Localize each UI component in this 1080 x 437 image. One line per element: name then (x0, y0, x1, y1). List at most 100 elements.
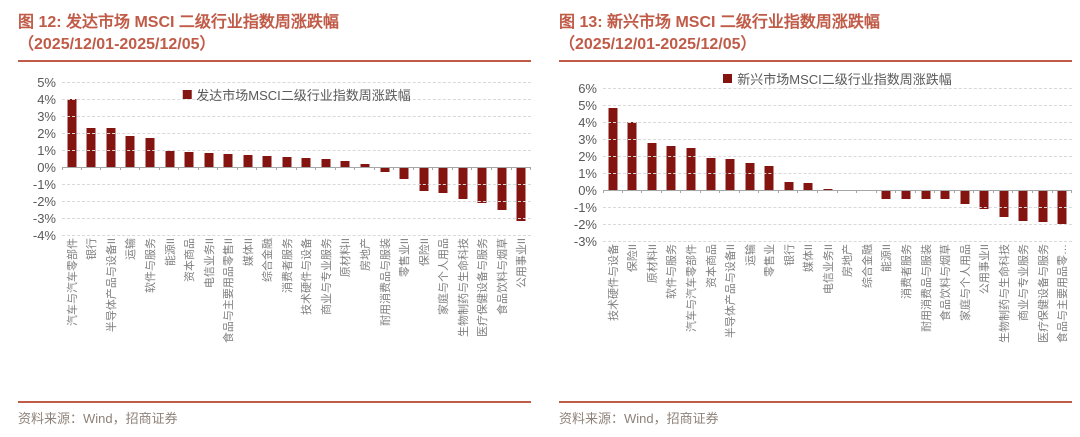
x-category-label: 软件与服务 (666, 244, 679, 299)
x-category-label: 电信业务II (203, 238, 216, 289)
y-tick-label: 4% (37, 92, 56, 107)
bar-slot (179, 82, 199, 235)
y-tick-label: 1% (578, 166, 597, 181)
bar-slot (62, 82, 82, 235)
bar-slot (857, 88, 877, 241)
bar-slot (603, 88, 623, 241)
axis-tick (719, 190, 721, 193)
legend: 新兴市场MSCI二级行业指数周涨跌幅 (723, 70, 952, 87)
axis-tick (1032, 190, 1034, 193)
x-category-label: 能源II (164, 238, 177, 267)
x-category-label: 家庭与个人用品 (438, 238, 451, 315)
bar (184, 151, 194, 167)
x-category-label: 半导体产品与设备II (105, 238, 118, 333)
axis-tick (914, 190, 916, 193)
bar (999, 190, 1009, 218)
bar-slot (994, 88, 1014, 241)
x-category-label: 半导体产品与设备II (725, 244, 738, 339)
figure-13-panel: 图 13: 新兴市场 MSCI 二级行业指数周涨跌幅 （2025/12/01-2… (559, 12, 1073, 437)
bar (764, 166, 774, 190)
bar-slot (277, 82, 297, 235)
y-tick-label: 4% (578, 115, 597, 130)
bar-slot (974, 88, 994, 241)
y-tick-label: 5% (37, 75, 56, 90)
axis-tick (295, 167, 297, 170)
gridline (603, 224, 1072, 225)
x-category-slot: 汽车与汽车零部件 (62, 235, 82, 401)
axis-tick (1051, 190, 1053, 193)
title-rule (559, 60, 1072, 62)
figure-12-title-line1: 图 12: 发达市场 MSCI 二级行业指数周涨跌幅 (18, 14, 339, 31)
y-tick-label: 6% (578, 81, 597, 96)
bar (165, 150, 174, 167)
x-category-label: 公用事业II (979, 244, 992, 295)
x-category-slot: 软件与服务 (662, 241, 682, 401)
axis-tick (432, 167, 434, 170)
axis-tick (1012, 190, 1014, 193)
x-axis-labels: 汽车与汽车零部件 银行 半导体产品与设备II 运输 软件与服务 能源II 资本商品 电信业务I… (62, 235, 531, 401)
bar (608, 108, 618, 190)
bar-slot (916, 88, 936, 241)
x-category-slot: 医疗保健设备与服务 (472, 235, 492, 401)
bar (399, 167, 409, 179)
figure-13-title-line2: （2025/12/01-2025/12/05） (559, 36, 757, 53)
bar (784, 182, 794, 190)
x-category-slot: 零售业 (759, 241, 779, 401)
axis-tick (680, 190, 682, 193)
axis-tick (641, 190, 643, 193)
axis-tick (699, 190, 701, 193)
axis-tick (738, 190, 740, 193)
x-category-label: 综合金融 (262, 238, 275, 282)
legend-row: 新兴市场MSCI二级行业指数周涨跌幅 (603, 70, 1072, 87)
x-category-slot: 原材料II (336, 235, 356, 401)
y-tick-label: -2% (32, 194, 56, 209)
bar-slot (623, 88, 643, 241)
bar (823, 189, 833, 190)
x-category-slot: 食品与主要用品零售II (218, 235, 238, 401)
x-category-label: 综合金融 (861, 244, 874, 288)
y-tick-label: -1% (573, 200, 597, 215)
x-category-slot: 软件与服务 (140, 235, 160, 401)
bar (340, 161, 350, 167)
bar-slot (160, 82, 180, 235)
x-category-label: 房地产 (842, 244, 855, 277)
bar (979, 190, 989, 209)
source-note: 资料来源：Wind，招商证券 (18, 411, 178, 426)
x-category-label: 医疗保健设备与服务 (1037, 244, 1050, 343)
figure-12-footer: 资料来源：Wind，招商证券 (18, 401, 531, 437)
axis-tick (62, 167, 63, 170)
y-tick-label: 0% (578, 183, 597, 198)
x-category-slot: 媒体II (238, 235, 258, 401)
x-category-label: 耐用消费品与服装 (379, 238, 392, 326)
x-category-slot: 电信业务II (818, 241, 838, 401)
axis-tick (393, 167, 395, 170)
gridline (62, 116, 531, 117)
x-category-slot: 公用事业II (512, 235, 532, 401)
figure-13-chart: 6% 5% 4% 3% 2% 1% 0% -1% -2% -3% (559, 81, 1073, 249)
y-tick-label: -3% (32, 211, 56, 226)
gridline (62, 82, 531, 83)
gridline (603, 139, 1072, 140)
bar (282, 156, 292, 167)
zero-axis-line (62, 167, 531, 168)
x-category-label: 能源II (881, 244, 894, 273)
bar-slot (642, 88, 662, 241)
x-category-slot: 媒体II (798, 241, 818, 401)
y-tick-label: 3% (578, 132, 597, 147)
bar-slot (779, 88, 799, 241)
x-category-slot: 银行 (82, 235, 102, 401)
legend: 发达市场MSCI二级行业指数周涨跌幅 (182, 85, 411, 104)
bars-container (603, 88, 1073, 241)
y-tick-label: 3% (37, 109, 56, 124)
bar (921, 190, 931, 199)
bar-slot (896, 88, 916, 241)
x-category-label: 电信业务II (822, 244, 835, 295)
x-category-slot: 综合金融 (857, 241, 877, 401)
x-category-slot: 消费者服务 (277, 235, 297, 401)
axis-tick (1071, 190, 1073, 193)
x-category-label: 耐用消费品与服装 (920, 244, 933, 332)
axis-tick (256, 167, 258, 170)
axis-tick (236, 167, 238, 170)
x-category-slot: 生物制药与生命科技 (453, 235, 473, 401)
gridline (62, 201, 531, 202)
